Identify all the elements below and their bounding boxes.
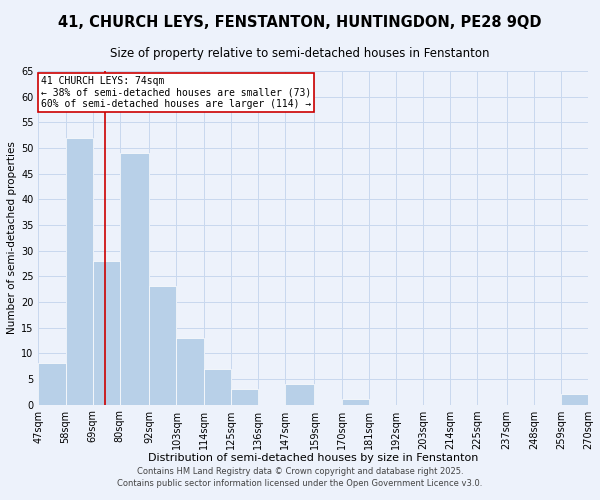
X-axis label: Distribution of semi-detached houses by size in Fenstanton: Distribution of semi-detached houses by … bbox=[148, 453, 478, 463]
Bar bbox=[92, 261, 120, 404]
Bar bbox=[231, 389, 258, 404]
Text: 41 CHURCH LEYS: 74sqm
← 38% of semi-detached houses are smaller (73)
60% of semi: 41 CHURCH LEYS: 74sqm ← 38% of semi-deta… bbox=[41, 76, 311, 110]
Bar bbox=[38, 364, 65, 405]
Bar bbox=[176, 338, 203, 404]
Y-axis label: Number of semi-detached properties: Number of semi-detached properties bbox=[7, 142, 17, 334]
Bar bbox=[285, 384, 314, 404]
Bar bbox=[561, 394, 588, 404]
Bar bbox=[149, 286, 176, 405]
Bar bbox=[65, 138, 92, 404]
Bar bbox=[120, 153, 149, 405]
Bar bbox=[341, 400, 369, 404]
Text: Size of property relative to semi-detached houses in Fenstanton: Size of property relative to semi-detach… bbox=[110, 48, 490, 60]
Text: 41, CHURCH LEYS, FENSTANTON, HUNTINGDON, PE28 9QD: 41, CHURCH LEYS, FENSTANTON, HUNTINGDON,… bbox=[58, 15, 542, 30]
Bar bbox=[203, 368, 231, 404]
Text: Contains HM Land Registry data © Crown copyright and database right 2025.
Contai: Contains HM Land Registry data © Crown c… bbox=[118, 466, 482, 487]
